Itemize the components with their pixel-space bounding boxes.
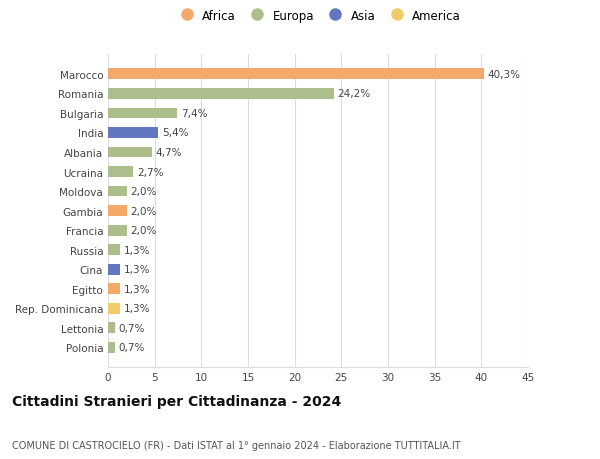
Text: 4,7%: 4,7%: [155, 148, 182, 157]
Bar: [108, 147, 152, 158]
Text: 2,0%: 2,0%: [130, 187, 157, 196]
Text: 0,7%: 0,7%: [118, 323, 145, 333]
Text: 2,7%: 2,7%: [137, 167, 163, 177]
Bar: [108, 225, 127, 236]
Bar: [108, 323, 115, 334]
Bar: [108, 342, 115, 353]
Text: 1,3%: 1,3%: [124, 304, 151, 313]
Bar: [108, 128, 158, 139]
Text: 1,3%: 1,3%: [124, 245, 151, 255]
Bar: [108, 108, 177, 119]
Bar: [108, 284, 120, 295]
Text: 7,4%: 7,4%: [181, 109, 208, 118]
Bar: [108, 245, 120, 256]
Text: 5,4%: 5,4%: [162, 128, 188, 138]
Text: 2,0%: 2,0%: [130, 206, 157, 216]
Text: 2,0%: 2,0%: [130, 226, 157, 235]
Text: COMUNE DI CASTROCIELO (FR) - Dati ISTAT al 1° gennaio 2024 - Elaborazione TUTTIT: COMUNE DI CASTROCIELO (FR) - Dati ISTAT …: [12, 440, 461, 450]
Bar: [108, 303, 120, 314]
Bar: [108, 89, 334, 100]
Bar: [108, 167, 133, 178]
Bar: [108, 206, 127, 217]
Text: 24,2%: 24,2%: [338, 89, 371, 99]
Bar: [108, 186, 127, 197]
Text: 1,3%: 1,3%: [124, 265, 151, 274]
Text: 0,7%: 0,7%: [118, 343, 145, 353]
Bar: [108, 69, 484, 80]
Bar: [108, 264, 120, 275]
Legend: Africa, Europa, Asia, America: Africa, Europa, Asia, America: [170, 5, 466, 27]
Text: 40,3%: 40,3%: [488, 70, 521, 79]
Text: 1,3%: 1,3%: [124, 284, 151, 294]
Text: Cittadini Stranieri per Cittadinanza - 2024: Cittadini Stranieri per Cittadinanza - 2…: [12, 395, 341, 409]
